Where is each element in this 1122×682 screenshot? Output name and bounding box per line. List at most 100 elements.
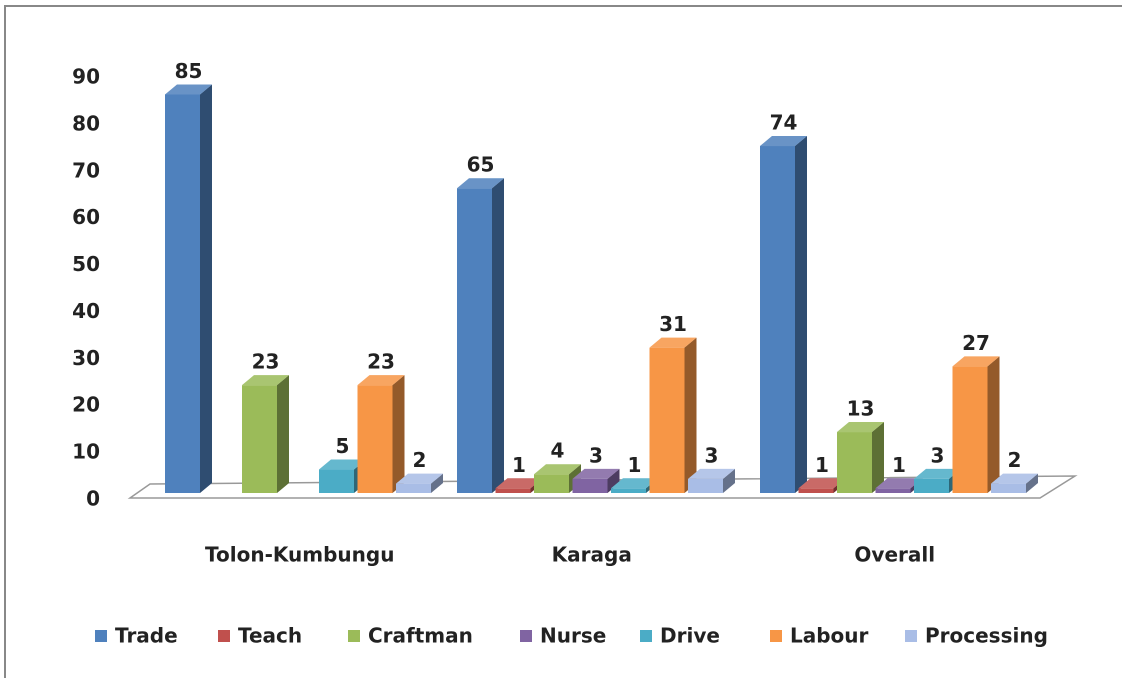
bar — [611, 488, 646, 493]
bar — [688, 478, 723, 493]
bar-top — [991, 473, 1038, 484]
bar-top-shade — [572, 468, 620, 479]
y-tick-label: 10 — [72, 440, 100, 464]
bar-top-shade — [534, 464, 581, 475]
bar-top — [952, 356, 1000, 367]
bar-top — [457, 178, 504, 189]
bar-side-shade — [431, 473, 443, 493]
legend-label: Labour — [790, 624, 869, 648]
bar-side — [795, 136, 807, 493]
value-label: 3 — [705, 443, 719, 467]
bar — [396, 483, 431, 493]
y-tick-label: 50 — [72, 252, 100, 276]
floor — [127, 475, 1078, 499]
bar-side-shade — [987, 356, 1000, 493]
x-tick-label: Tolon-Kumbungu — [205, 543, 394, 567]
legend-label: Teach — [238, 624, 302, 648]
value-label: 2 — [413, 448, 427, 472]
legend-swatch — [348, 630, 360, 642]
bar-side — [431, 473, 443, 493]
bar — [319, 469, 354, 493]
bar-side — [277, 375, 289, 493]
y-tick-label: 40 — [72, 299, 100, 323]
bar-top — [534, 464, 581, 475]
bar — [165, 94, 200, 493]
y-tick-label: 20 — [72, 393, 100, 417]
bar-top-shade — [760, 136, 807, 147]
bar-side-shade — [723, 468, 735, 493]
bar-side-shade — [607, 468, 620, 493]
bar-top-shade — [495, 478, 543, 489]
bar-top-shade — [875, 478, 923, 489]
value-label: 2 — [1008, 448, 1022, 472]
bar-top — [357, 375, 405, 386]
y-tick-label: 80 — [72, 111, 100, 135]
bar — [572, 478, 608, 493]
legend-swatch — [520, 630, 532, 642]
bar-top — [914, 468, 961, 479]
bar-side-shade — [795, 136, 807, 493]
value-label: 23 — [252, 350, 280, 374]
bar-side — [607, 468, 620, 493]
bar-top-shade — [357, 375, 405, 386]
bar-top — [572, 468, 620, 479]
bar — [357, 385, 393, 493]
bar-top-shade — [457, 178, 504, 189]
value-label: 65 — [467, 153, 495, 177]
y-tick-label: 0 — [86, 487, 100, 511]
bar-top — [396, 473, 443, 484]
bar-top-shade — [688, 468, 735, 479]
bar — [991, 483, 1026, 493]
y-tick-label: 70 — [72, 158, 100, 182]
bar-top — [319, 459, 366, 470]
bar-side — [872, 422, 884, 493]
bar-top — [875, 478, 923, 489]
legend-label: Craftman — [368, 624, 473, 648]
bar-side — [200, 84, 212, 493]
bar-side — [492, 178, 504, 493]
x-tick-label: Karaga — [552, 543, 632, 567]
value-label: 1 — [892, 453, 906, 477]
bar-top-shade — [165, 84, 212, 95]
bar — [875, 488, 911, 493]
bar — [649, 347, 685, 493]
bar-side-shade — [200, 84, 212, 493]
bar — [534, 474, 569, 493]
bar-side-shade — [392, 375, 405, 493]
value-label: 13 — [847, 397, 875, 421]
bar-side-shade — [492, 178, 504, 493]
value-label: 5 — [336, 434, 350, 458]
bar-top — [611, 478, 658, 489]
legend-label: Drive — [660, 624, 720, 648]
bar — [760, 146, 795, 493]
y-tick-label: 90 — [72, 65, 100, 89]
value-label: 27 — [962, 331, 990, 355]
bar-top — [495, 478, 543, 489]
bar-side — [1026, 473, 1038, 493]
bar — [798, 488, 834, 493]
value-label: 3 — [589, 443, 603, 467]
bar-side — [987, 356, 1000, 493]
bar-top-shade — [798, 478, 846, 489]
legend-swatch — [640, 630, 652, 642]
bar-top — [798, 478, 846, 489]
bar-top — [165, 84, 212, 95]
value-label: 1 — [628, 453, 642, 477]
bar-top-shade — [914, 468, 961, 479]
value-label: 1 — [815, 453, 829, 477]
legend-label: Processing — [925, 624, 1048, 648]
value-label: 3 — [931, 443, 945, 467]
legend-label: Trade — [115, 624, 178, 648]
value-label: 85 — [175, 59, 203, 83]
frame — [4, 5, 1122, 682]
bar — [457, 188, 492, 493]
value-label: 23 — [367, 350, 395, 374]
bar — [952, 366, 988, 493]
bar-top — [837, 422, 884, 433]
value-label: 74 — [770, 111, 798, 135]
value-label: 4 — [551, 439, 565, 463]
legend-swatch — [770, 630, 782, 642]
bar-top-shade — [649, 337, 697, 348]
bar-top-shade — [991, 473, 1038, 484]
